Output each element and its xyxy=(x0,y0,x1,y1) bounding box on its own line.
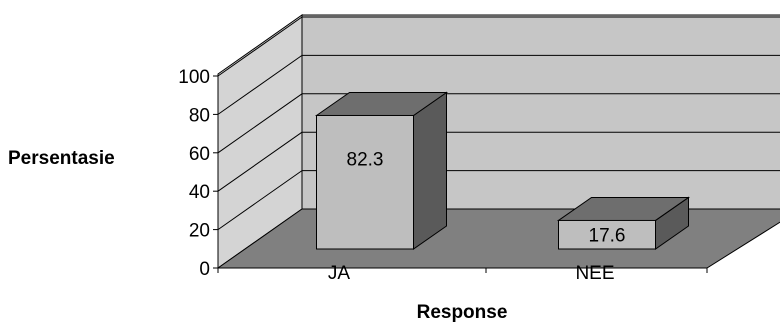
x-category-label: NEE xyxy=(575,263,614,284)
gridline-side xyxy=(217,54,303,115)
y-axis-title: Persentasie xyxy=(8,148,115,169)
x-axis-title: Response xyxy=(417,302,508,323)
data-label: 82.3 xyxy=(347,149,384,170)
y-tick-label: 40 xyxy=(189,182,210,203)
chart-floor xyxy=(216,208,780,269)
axis-lines xyxy=(217,74,708,273)
gridline-side xyxy=(217,93,303,154)
y-tick-label: 60 xyxy=(189,144,210,165)
data-label: 17.6 xyxy=(589,226,626,247)
chart-walls xyxy=(216,14,780,269)
bar-front xyxy=(558,219,656,250)
gridline-side xyxy=(217,16,303,77)
y-tick-label: 20 xyxy=(189,221,210,242)
gridline-side xyxy=(217,131,303,192)
bar-ja: 82.3 xyxy=(314,91,449,250)
bar-nee: 17.6 xyxy=(556,196,691,250)
bars: 82.3 17.6 xyxy=(314,91,691,250)
x-axis-categories: JA NEE xyxy=(328,263,615,284)
bar-front xyxy=(316,114,414,250)
bar-side xyxy=(413,91,447,250)
y-tick-label: 80 xyxy=(189,105,210,126)
y-tick-label: 0 xyxy=(199,259,210,280)
x-category-label: JA xyxy=(328,263,351,284)
y-axis-ticks: 0 20 40 60 80 100 xyxy=(178,67,218,280)
gridline-side xyxy=(217,170,303,231)
y-tick-label: 100 xyxy=(178,67,210,88)
